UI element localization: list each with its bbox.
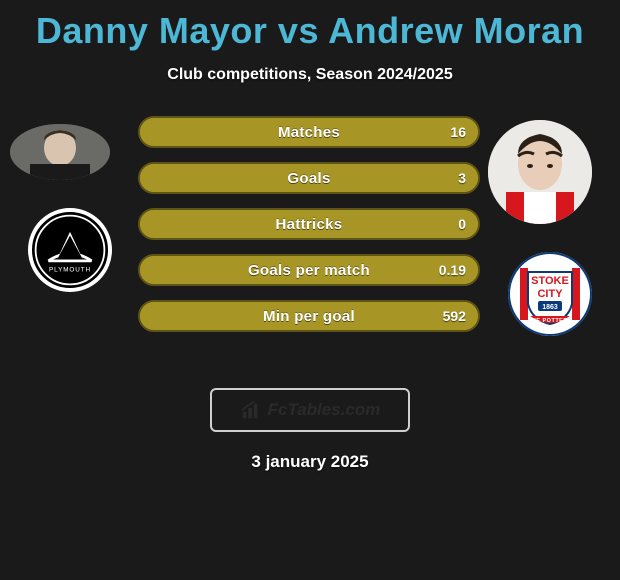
- watermark: FcTables.com: [210, 388, 410, 432]
- stat-row: Min per goal592: [138, 300, 480, 332]
- stat-row: Matches16: [138, 116, 480, 148]
- stat-bars: Matches16 Goals3 Hattricks0 Goals per match…: [138, 116, 480, 346]
- title-player2: Andrew Moran: [328, 10, 584, 51]
- stat-row: Goals3: [138, 162, 480, 194]
- subtitle: Club competitions, Season 2024/2025: [0, 66, 620, 84]
- player1-club-badge: PLYMOUTH: [28, 208, 112, 292]
- stat-label: Hattricks: [140, 210, 478, 238]
- date: 3 january 2025: [0, 452, 620, 472]
- player2-avatar: [488, 120, 592, 224]
- stat-label: Min per goal: [140, 302, 478, 330]
- stat-value-right: 0: [446, 210, 478, 238]
- stat-value-right: 592: [431, 302, 478, 330]
- page-title: Danny Mayor vs Andrew Moran: [0, 0, 620, 52]
- title-player1: Danny Mayor: [36, 10, 268, 51]
- stat-row: Hattricks0: [138, 208, 480, 240]
- player1-avatar: [10, 124, 110, 180]
- svg-text:CITY: CITY: [537, 288, 563, 300]
- svg-text:STOKE: STOKE: [531, 275, 569, 287]
- stat-value-right: 3: [446, 164, 478, 192]
- stat-label: Matches: [140, 118, 478, 146]
- svg-text:1863: 1863: [542, 304, 558, 311]
- svg-text:THE POTTERS: THE POTTERS: [528, 318, 572, 324]
- stat-label: Goals: [140, 164, 478, 192]
- svg-text:PLYMOUTH: PLYMOUTH: [49, 267, 91, 274]
- stat-value-right: 16: [438, 118, 478, 146]
- title-vs: vs: [278, 10, 319, 51]
- player2-club-badge: STOKE CITY 1863 THE POTTERS: [508, 252, 592, 336]
- watermark-text: FcTables.com: [268, 400, 381, 420]
- comparison-area: PLYMOUTH STOKE CITY 1863: [0, 116, 620, 376]
- stat-value-right: 0.19: [427, 256, 478, 284]
- stat-row: Goals per match0.19: [138, 254, 480, 286]
- chart-icon: [240, 399, 262, 421]
